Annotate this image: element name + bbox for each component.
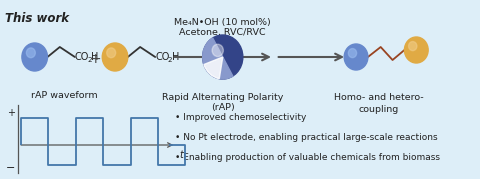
Wedge shape [203, 38, 233, 79]
Circle shape [203, 35, 243, 79]
Circle shape [344, 44, 368, 70]
Circle shape [102, 43, 128, 71]
Text: Homo- and hetero-
coupling: Homo- and hetero- coupling [334, 93, 424, 114]
Circle shape [212, 44, 223, 57]
Text: 2: 2 [168, 57, 173, 63]
Circle shape [405, 37, 428, 63]
Text: t: t [180, 150, 184, 160]
Circle shape [107, 48, 116, 58]
Text: Rapid Alternating Polarity: Rapid Alternating Polarity [162, 93, 283, 102]
Circle shape [408, 42, 417, 51]
Text: CO: CO [155, 52, 169, 62]
Text: Acetone, RVC/RVC: Acetone, RVC/RVC [180, 28, 266, 37]
Text: H: H [172, 52, 179, 62]
Text: • Improved chemoselectivity: • Improved chemoselectivity [175, 113, 307, 122]
Text: 2: 2 [88, 57, 92, 63]
Text: +: + [89, 52, 101, 66]
Circle shape [22, 43, 48, 71]
Text: +: + [8, 108, 15, 118]
Text: (rAP): (rAP) [211, 103, 235, 112]
Text: This work: This work [5, 12, 70, 25]
Text: • No Pt electrode, enabling practical large-scale reactions: • No Pt electrode, enabling practical la… [175, 133, 438, 142]
Wedge shape [204, 57, 223, 79]
Text: Me₄N•OH (10 mol%): Me₄N•OH (10 mol%) [174, 18, 271, 27]
Circle shape [348, 49, 357, 58]
Text: rAP waveform: rAP waveform [31, 91, 97, 100]
Text: • Enabling production of valuable chemicals from biomass: • Enabling production of valuable chemic… [175, 153, 440, 162]
Text: H: H [91, 52, 99, 62]
Text: −: − [6, 163, 15, 173]
Text: CO: CO [75, 52, 89, 62]
Circle shape [26, 48, 36, 58]
